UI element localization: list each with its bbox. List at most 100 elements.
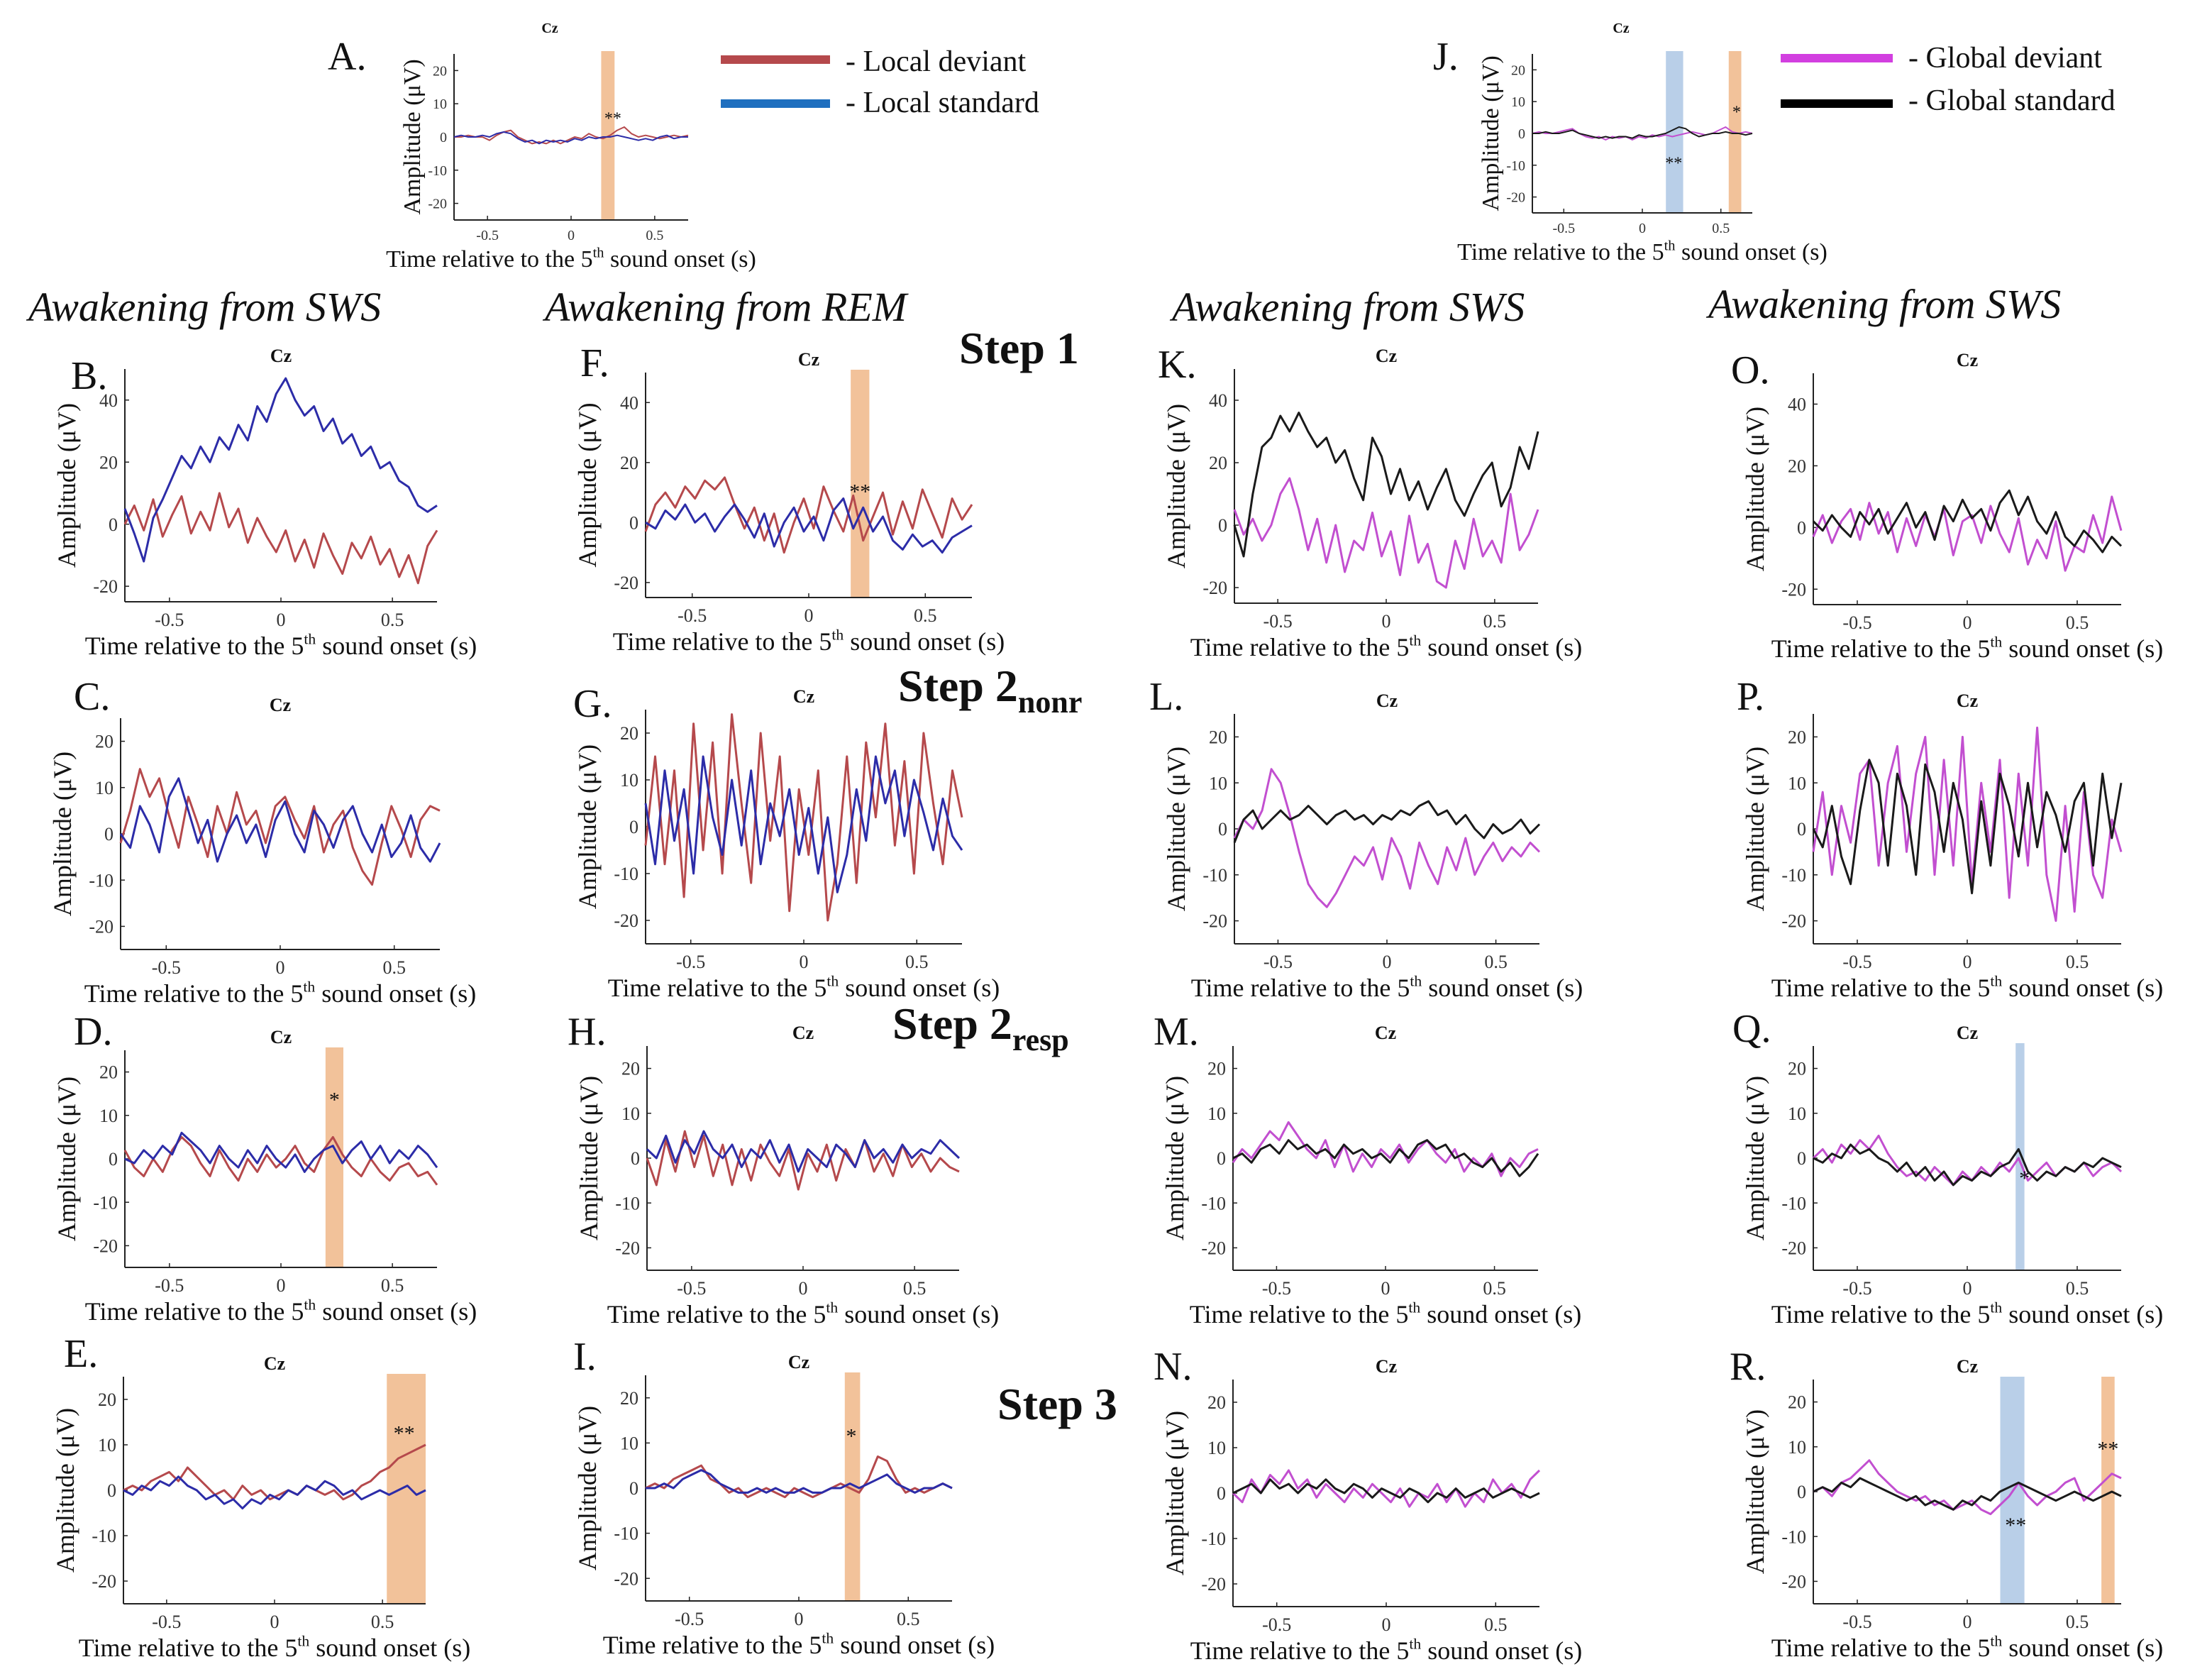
series-r-deviant (1813, 1459, 2122, 1516)
panel-letter-g: G. (573, 682, 612, 726)
step-2resp-label: Step 2resp (892, 998, 1069, 1057)
panel-letter-p: P. (1737, 675, 1764, 719)
channel-title-e: Cz (264, 1353, 285, 1374)
significance-mark-j: ** (1665, 154, 1682, 172)
channel-title-q: Cz (1957, 1023, 1978, 1043)
ytick-label-m: 10 (1207, 1103, 1226, 1124)
xlabel-post: sound onset (s) (1675, 239, 1827, 265)
xtick-label-p: 0.5 (2066, 952, 2089, 972)
channel-title-n: Cz (1376, 1356, 1397, 1377)
xlabel-g: Time relative to the 5th sound onset (s) (608, 973, 1000, 1002)
ytick-label-e: 10 (98, 1435, 116, 1455)
xlabel-post: sound onset (s) (2002, 1634, 2163, 1662)
ytick-label-d: 20 (99, 1062, 118, 1083)
panel-letter-q: Q. (1732, 1007, 1771, 1051)
ytick-label-f: 0 (629, 512, 638, 533)
xtick-label-i: -0.5 (675, 1609, 704, 1629)
series-j-standard (1532, 126, 1753, 139)
xtick-label-j: 0 (1639, 221, 1646, 236)
xlabel-i: Time relative to the 5th sound onset (s) (603, 1630, 995, 1659)
xlabel-sup: th (1408, 1299, 1420, 1316)
xlabel-sup: th (303, 979, 315, 996)
step-3-label: Step 3 (997, 1379, 1117, 1429)
ylabel-g: Amplitude (μV) (573, 744, 602, 909)
xlabel-sup: th (1409, 1636, 1421, 1653)
xtick-label-c: -0.5 (152, 957, 181, 978)
shade-e-0 (387, 1374, 426, 1604)
series-e-standard (123, 1475, 426, 1510)
ytick-label-j: 0 (1518, 126, 1525, 142)
xlabel-pre: Time relative to the 5 (84, 979, 304, 1008)
legend-local: - Local deviant - Local standard (721, 45, 1039, 119)
xlabel-r: Time relative to the 5th sound onset (s) (1771, 1633, 2163, 1662)
xlabel-post: sound onset (s) (316, 632, 477, 660)
ytick-label-k: 20 (1209, 453, 1227, 473)
xlabel-pre: Time relative to the 5 (85, 1297, 304, 1326)
xlabel-post: sound onset (s) (2002, 974, 2163, 1002)
panel-letter-n: N. (1154, 1345, 1192, 1389)
ytick-label-c: 0 (104, 824, 114, 844)
ytick-label-r: 0 (1797, 1482, 1806, 1502)
xtick-label-i: 0.5 (897, 1609, 920, 1629)
legend-local-deviant-label: - Local deviant (846, 45, 1027, 78)
step-2resp-sub: resp (1012, 1023, 1069, 1057)
channel-title-m: Cz (1375, 1023, 1396, 1043)
ytick-label-e: 20 (98, 1389, 116, 1410)
xlabel-n: Time relative to the 5th sound onset (s) (1190, 1636, 1582, 1665)
significance-mark-r: ** (2005, 1514, 2026, 1537)
channel-title-f: Cz (798, 349, 819, 370)
xtick-label-n: 0.5 (1484, 1614, 1508, 1635)
ytick-label-k: -20 (1202, 578, 1227, 598)
series-p-standard (1812, 759, 2123, 895)
ytick-label-d: 0 (109, 1149, 118, 1169)
xtick-label-f: -0.5 (678, 605, 707, 626)
shade-d-0 (325, 1047, 343, 1267)
xtick-label-o: 0.5 (2066, 612, 2089, 633)
ytick-label-g: 10 (620, 770, 638, 791)
series-f-standard (645, 497, 973, 554)
series-p-deviant (1812, 726, 2123, 923)
shade-q-0 (2015, 1043, 2025, 1270)
series-m-deviant (1232, 1121, 1539, 1177)
xtick-label-d: 0.5 (381, 1275, 404, 1296)
ytick-label-b: 20 (99, 452, 118, 473)
channel-title-j: Cz (1613, 21, 1629, 36)
significance-mark-f: ** (849, 480, 870, 504)
series-d-standard (124, 1131, 438, 1173)
xtick-label-c: 0 (276, 957, 285, 978)
xtick-label-p: 0 (1963, 952, 1972, 972)
shade-a-0 (601, 51, 615, 220)
series-l-standard (1233, 800, 1541, 843)
xtick-label-k: 0.5 (1483, 611, 1507, 632)
panel-h: -20 -10 0 10 20 -0.5 0 0.5 Cz Amplitude (μV) Time … (568, 1010, 999, 1328)
panel-m: -20 -10 0 10 20 -0.5 0 0.5 Cz Amplitude (μV) Time … (1154, 1010, 1581, 1328)
xlabel-m: Time relative to the 5th sound onset (s) (1190, 1299, 1581, 1328)
channel-title-h: Cz (792, 1023, 814, 1043)
panel-o: -20 0 20 40 -0.5 0 0.5 Cz Amplitude (μV) Time rel… (1731, 348, 2163, 663)
xlabel-d: Time relative to the 5th sound onset (s) (85, 1297, 477, 1326)
xlabel-sup: th (1990, 1299, 2002, 1316)
ytick-label-f: -20 (614, 573, 638, 593)
series-g-standard (644, 755, 963, 893)
xlabel-a: Time relative to the 5th sound onset (s) (386, 245, 756, 273)
ylabel-f: Amplitude (μV) (573, 402, 602, 567)
series-h-standard (646, 1130, 961, 1173)
series-a-deviant (454, 126, 689, 145)
xtick-label-i: 0 (795, 1609, 804, 1629)
series-b-standard (123, 377, 438, 563)
significance-mark-i: * (846, 1424, 857, 1448)
series-q-standard (1813, 1143, 2122, 1187)
xtick-label-e: 0 (270, 1612, 280, 1632)
xlabel-pre: Time relative to the 5 (85, 632, 304, 660)
significance-mark-j: * (1732, 104, 1741, 122)
significance-mark-a: ** (604, 109, 621, 128)
ytick-label-l: -10 (1202, 865, 1227, 886)
legend-global-standard-label: - Global standard (1908, 84, 2116, 117)
xlabel-pre: Time relative to the 5 (1190, 1300, 1409, 1328)
panel-b: -20 0 20 40 -0.5 0 0.5 Cz Amplitude (μV) Time rel… (52, 346, 477, 660)
ytick-label-i: 0 (629, 1478, 638, 1499)
series-i-standard (646, 1469, 953, 1494)
xlabel-e: Time relative to the 5th sound onset (s) (79, 1633, 470, 1662)
